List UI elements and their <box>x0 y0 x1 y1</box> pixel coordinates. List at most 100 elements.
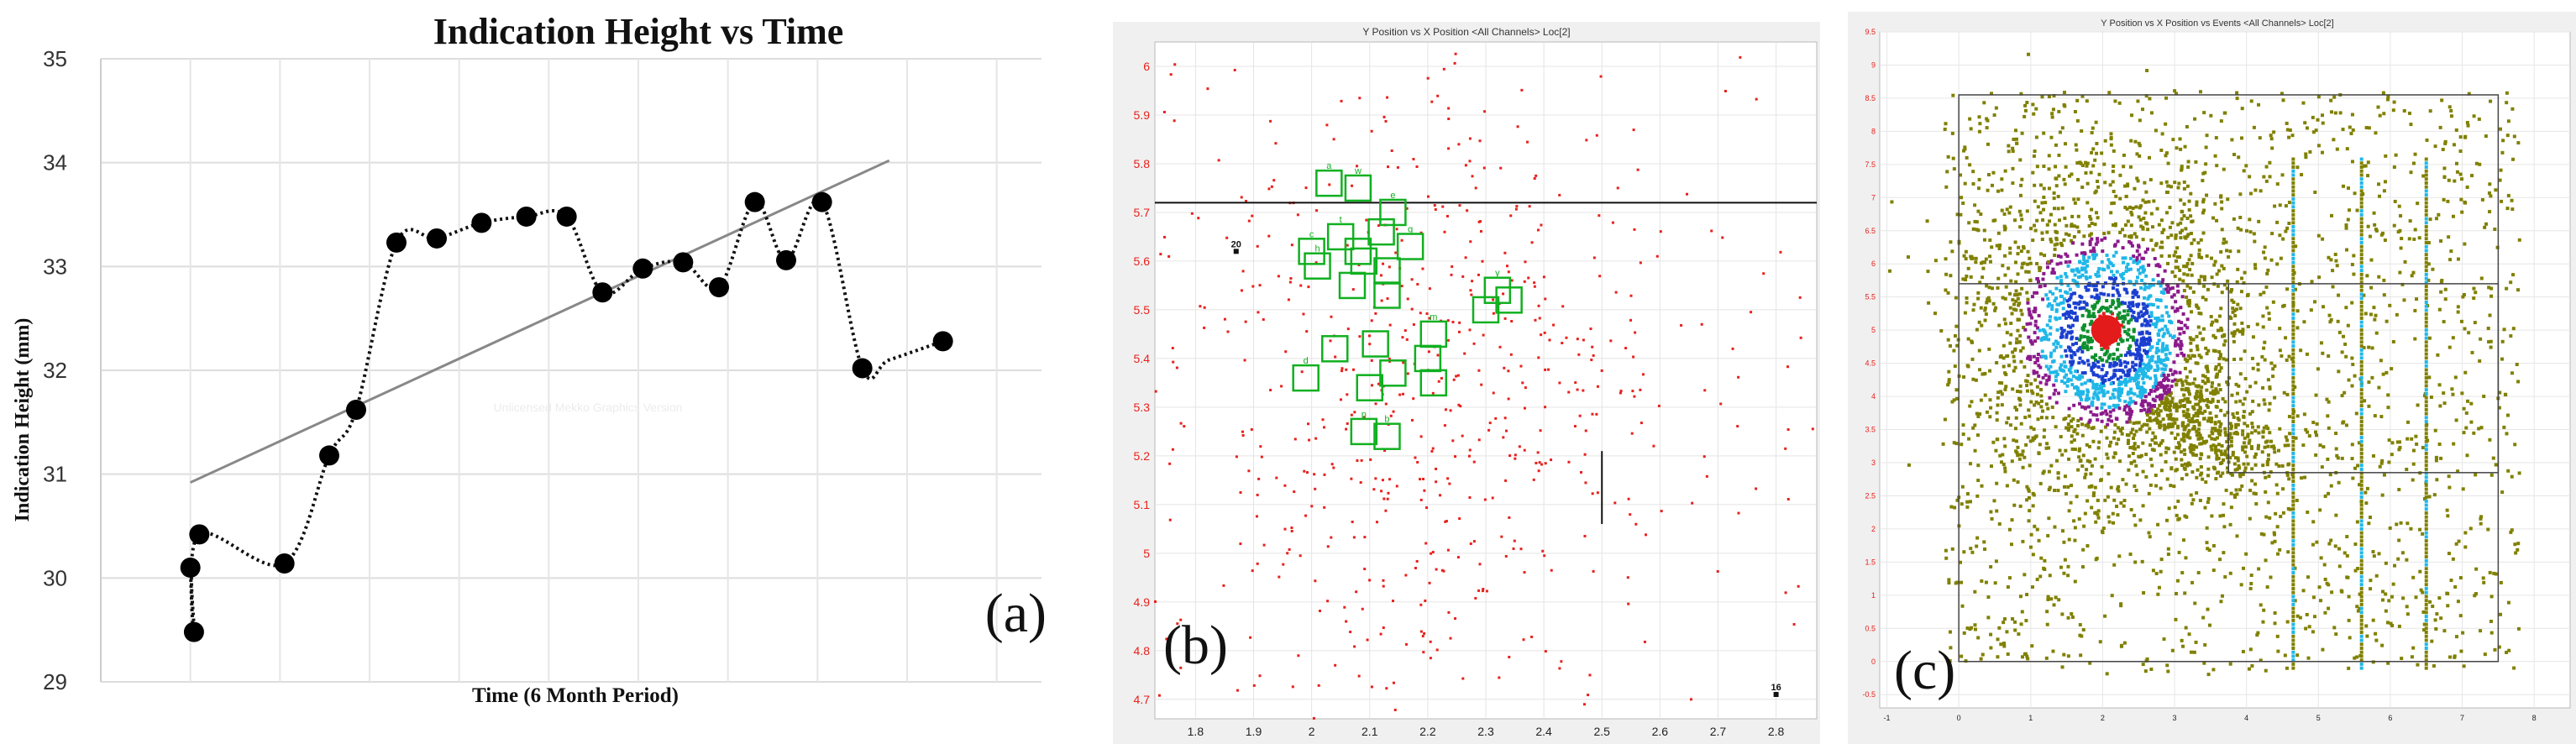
density-point <box>2405 420 2410 424</box>
scatter-point <box>1262 543 1266 547</box>
density-point <box>2210 448 2214 452</box>
density-point <box>2143 371 2148 375</box>
scatter-point <box>1401 336 1404 339</box>
scatter-point <box>1448 482 1451 485</box>
scatter-point <box>1405 338 1409 341</box>
density-point <box>2144 190 2148 194</box>
density-point <box>2355 605 2359 609</box>
density-point <box>2131 295 2135 299</box>
density-point <box>2328 320 2332 324</box>
density-point <box>2245 390 2249 394</box>
scatter-point <box>1383 449 1387 453</box>
density-point <box>2011 298 2015 302</box>
density-point <box>2234 400 2238 404</box>
density-point <box>1907 463 1911 467</box>
density-point <box>2059 354 2064 359</box>
density-point <box>2014 289 2018 293</box>
scatter-point <box>1523 571 1526 574</box>
density-point <box>2269 439 2273 443</box>
density-point <box>2172 450 2176 454</box>
density-point <box>2217 328 2221 333</box>
density-point <box>2486 327 2490 331</box>
density-point <box>2067 509 2071 513</box>
x-tick-label: -1 <box>1884 714 1891 722</box>
scatter-point <box>1483 498 1487 501</box>
density-point <box>2209 315 2213 319</box>
density-point <box>2456 305 2460 309</box>
scatter-point <box>1634 522 1638 526</box>
density-point <box>2139 396 2143 400</box>
density-point <box>2148 392 2152 396</box>
density-point <box>2505 134 2510 138</box>
density-point <box>2210 385 2214 389</box>
density-point <box>1970 256 1975 260</box>
density-point <box>2225 249 2229 253</box>
scatter-point <box>1419 603 1423 606</box>
density-point <box>2001 453 2005 457</box>
density-point <box>2175 426 2180 430</box>
y-axis-label: Indication Height (mm) <box>12 318 34 522</box>
density-point <box>2516 626 2521 631</box>
scatter-point <box>1358 335 1361 338</box>
density-point <box>2229 439 2233 443</box>
density-point <box>2435 478 2439 482</box>
density-point <box>2346 217 2350 222</box>
density-point <box>2509 334 2513 338</box>
density-point <box>2142 590 2146 595</box>
scatter-point <box>1482 588 1485 591</box>
density-point <box>2179 198 2183 202</box>
scatter-point <box>1737 511 1740 515</box>
density-point <box>2080 464 2085 469</box>
density-point <box>2311 115 2315 119</box>
density-point <box>2076 468 2080 472</box>
density-point <box>2138 253 2142 257</box>
density-point <box>2185 265 2189 269</box>
sensor-streak-point <box>2291 515 2295 519</box>
density-point <box>1949 646 1953 650</box>
density-point <box>2086 288 2091 292</box>
density-point <box>2092 315 2096 319</box>
density-point <box>2007 149 2011 154</box>
density-point <box>2210 514 2214 518</box>
density-point <box>2179 147 2183 151</box>
scatter-point <box>1536 228 1540 232</box>
density-point <box>2204 365 2208 369</box>
scatter-point <box>1433 204 1436 207</box>
density-point <box>2344 423 2348 427</box>
density-point <box>2028 338 2033 343</box>
density-point <box>1977 115 1981 119</box>
density-point <box>2059 294 2063 298</box>
scatter-point <box>1290 530 1293 533</box>
density-point <box>2223 431 2227 435</box>
density-point <box>2344 306 2348 310</box>
density-point <box>2514 551 2518 555</box>
scatter-point <box>1535 174 1538 177</box>
density-point <box>2129 302 2133 307</box>
density-point <box>2138 427 2143 432</box>
density-point <box>2156 592 2160 596</box>
density-point <box>2070 616 2075 620</box>
density-point <box>2201 231 2206 235</box>
density-point <box>2166 373 2170 377</box>
density-point <box>2489 339 2493 343</box>
density-point <box>2312 615 2316 619</box>
density-point <box>2356 567 2360 571</box>
density-point <box>2027 335 2031 339</box>
density-point <box>2237 155 2241 160</box>
density-point <box>2462 406 2466 411</box>
density-point <box>2051 649 2055 653</box>
data-point <box>427 228 447 249</box>
sensor-streak-point <box>2291 189 2295 193</box>
density-point <box>2176 441 2180 445</box>
density-point <box>2231 412 2235 417</box>
density-point <box>1986 297 1990 301</box>
density-point <box>2311 421 2316 425</box>
density-point <box>2226 279 2230 283</box>
density-point <box>2059 327 2064 331</box>
density-point <box>2148 155 2152 160</box>
density-point <box>2266 500 2270 505</box>
density-point <box>2195 445 2199 449</box>
sensor-streak-point <box>2291 411 2295 416</box>
density-point <box>2077 229 2081 233</box>
density-point <box>2052 196 2056 201</box>
